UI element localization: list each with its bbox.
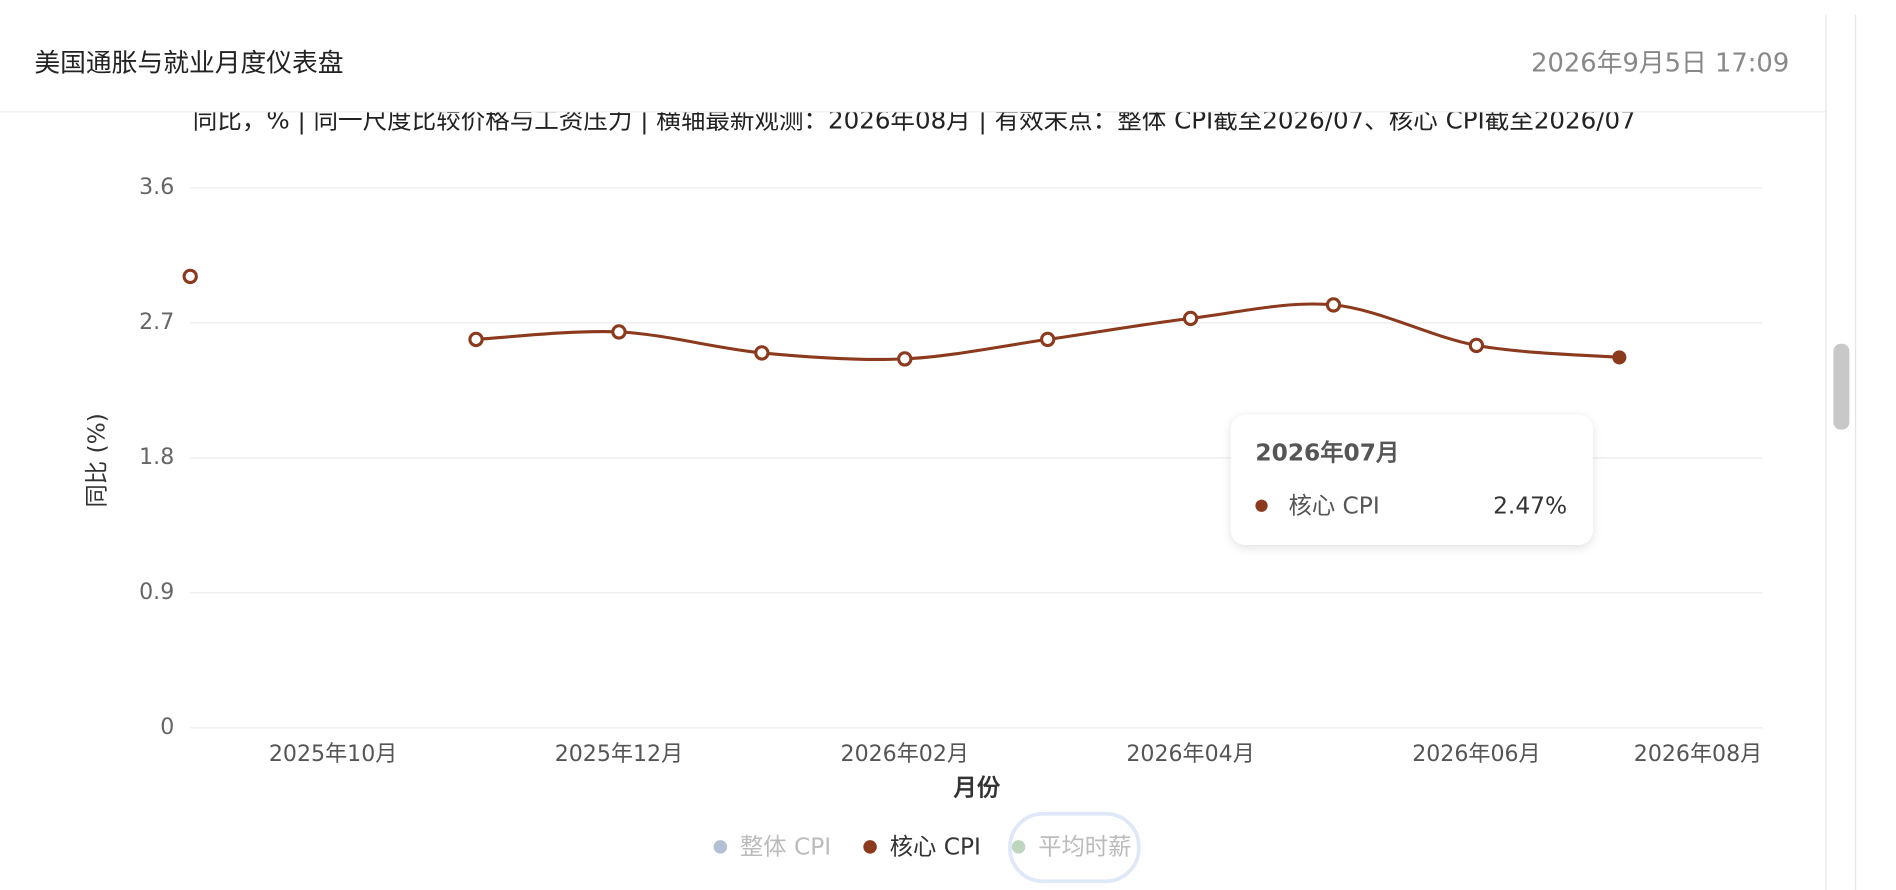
legend: 整体 CPI 核心 CPI 平均时薪 xyxy=(713,811,1141,884)
x-axis-label: 月份 xyxy=(953,775,1001,802)
x-tick-label: 2026年06月 xyxy=(1412,742,1540,767)
y-tick-label: 0.9 xyxy=(139,580,174,605)
data-point xyxy=(1182,310,1199,327)
data-point xyxy=(1612,350,1627,365)
y-tick-label: 0 xyxy=(160,715,174,740)
tooltip-marker xyxy=(1255,499,1268,512)
x-tick-label: 2026年08月 xyxy=(1634,742,1762,767)
plot: 0 0.9 1.8 2.7 3.6 2025年10月 2025年12月 2026年02月 202… xyxy=(139,175,1762,767)
timestamp: 2026年9月5日 17:09 xyxy=(1531,48,1789,78)
legend-item[interactable]: 核心 CPI xyxy=(890,834,981,861)
data-point xyxy=(182,268,198,285)
y-tick-label: 2.7 xyxy=(139,310,174,335)
dashboard-title: 美国通胀与就业月度仪表盘 xyxy=(34,48,343,78)
y-tick-label: 1.8 xyxy=(139,445,174,470)
tooltip-box xyxy=(1230,414,1593,546)
x-tick-label: 2025年12月 xyxy=(555,742,683,767)
x-tick-label: 2025年10月 xyxy=(269,742,397,767)
data-point xyxy=(1325,297,1342,313)
tooltip-content: 2026年07月 核心 CPI 2.47% xyxy=(1255,439,1567,519)
tooltip xyxy=(1230,414,1593,546)
data-point xyxy=(1468,337,1485,354)
header xyxy=(0,0,1827,112)
y-tick-label: 3.6 xyxy=(139,175,174,200)
data-point xyxy=(1040,331,1056,348)
data-point xyxy=(611,324,627,340)
data-point xyxy=(468,331,484,348)
tooltip-value: 2.47% xyxy=(1493,492,1567,519)
y-axis-label: 同比 (%) xyxy=(84,413,111,507)
scrollbar-thumb[interactable] xyxy=(1833,343,1850,430)
x-tick-label: 2026年04月 xyxy=(1126,742,1254,767)
x-tick-label: 2026年02月 xyxy=(841,742,969,767)
data-point xyxy=(897,351,913,367)
legend-focus-ring xyxy=(1008,811,1141,884)
legend-marker xyxy=(863,840,877,854)
tooltip-title: 2026年07月 xyxy=(1255,439,1399,467)
legend-item[interactable]: 平均时薪 xyxy=(1038,834,1131,861)
legend-marker xyxy=(1011,840,1026,854)
legend-marker xyxy=(713,840,728,854)
tooltip-series: 核心 CPI xyxy=(1289,492,1380,519)
legend-item[interactable]: 整体 CPI xyxy=(740,834,831,861)
data-point xyxy=(754,345,770,361)
